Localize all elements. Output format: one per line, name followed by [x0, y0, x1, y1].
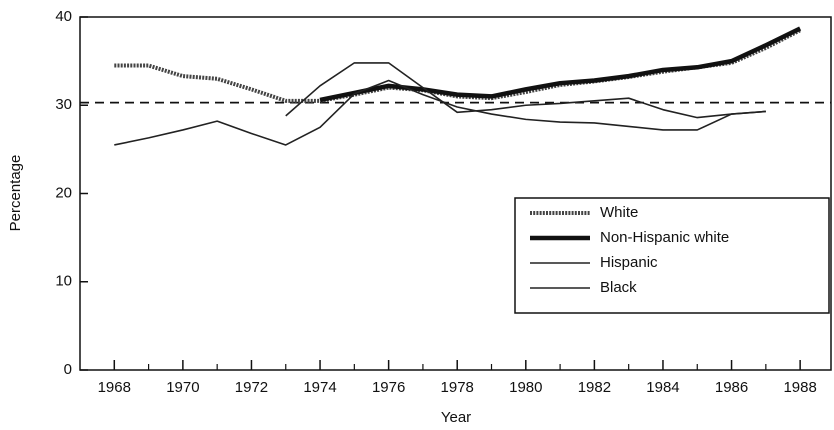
plot-frame [79, 16, 832, 371]
x-tick-label: 1980 [509, 379, 542, 396]
legend-label: White [600, 204, 638, 221]
y-tick-label: 0 [64, 361, 72, 378]
legend-label: Black [600, 279, 637, 296]
x-tick-label: 1968 [98, 379, 131, 396]
x-tick-label: 1972 [235, 379, 268, 396]
x-tick-label: 1978 [441, 379, 474, 396]
x-tick-label: 1988 [783, 379, 816, 396]
y-tick-label: 20 [55, 184, 72, 201]
x-tick-label: 1984 [646, 379, 679, 396]
x-tick-label: 1974 [303, 379, 336, 396]
y-tick-label: 30 [55, 96, 72, 113]
legend-label: Non-Hispanic white [600, 229, 729, 246]
series-line [319, 26, 802, 103]
series-line [285, 62, 766, 119]
x-tick-label: 1976 [372, 379, 405, 396]
y-axis-label: Percentage [7, 155, 24, 232]
legend-box [514, 197, 830, 314]
y-tick-label: 10 [55, 273, 72, 290]
series-line [114, 79, 766, 146]
legend-label: Hispanic [600, 254, 658, 271]
x-tick-label: 1970 [166, 379, 199, 396]
y-tick-label: 40 [55, 8, 72, 25]
x-axis-label: Year [441, 409, 471, 426]
x-tick-label: 1982 [578, 379, 611, 396]
x-tick-label: 1986 [715, 379, 748, 396]
